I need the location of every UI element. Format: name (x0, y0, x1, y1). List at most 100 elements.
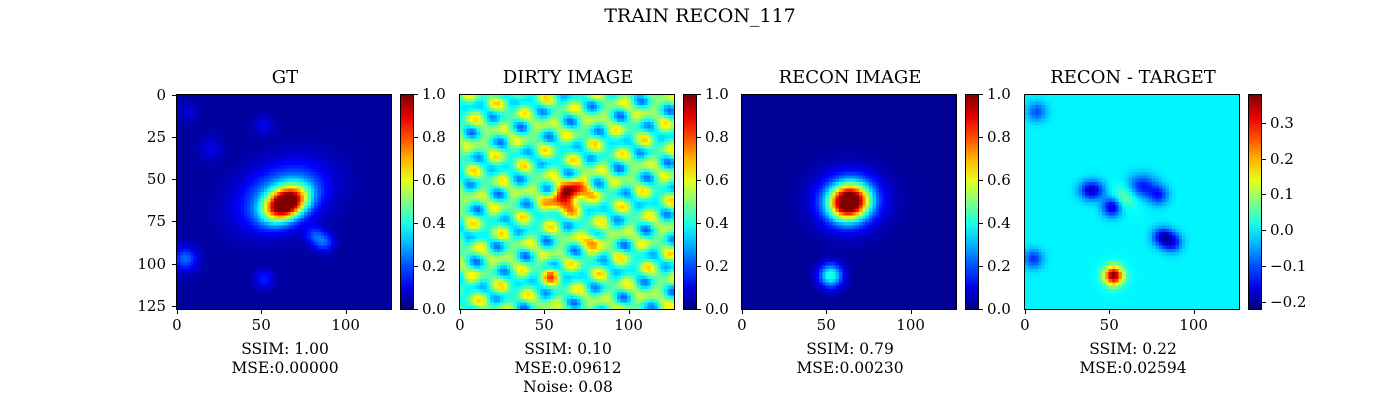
panel-recon-image: RECON IMAGE 0.0 0.2 0.4 0.6 0.8 1.0 0 50 100 SSIM:… (725, 0, 1011, 400)
colorbar (965, 94, 979, 310)
panel-title: GT (271, 67, 299, 88)
x-tick-label: 100 (1179, 316, 1208, 334)
colorbar-tick-mark (979, 94, 983, 95)
colorbar-tick-mark (697, 223, 701, 224)
x-tick-label: 100 (331, 316, 360, 334)
colorbar-ticks: 0.0 0.2 0.4 0.6 0.8 1.0 (414, 85, 474, 318)
colorbar-tick-label: 1.0 (705, 85, 729, 103)
colorbar-tick-label: 0.8 (987, 128, 1011, 146)
x-tick-mark (741, 310, 743, 314)
colorbar (1248, 94, 1262, 310)
panel-gt: GT 0.0 0.2 0.4 0.6 0.8 1.0 0 50 100 0 25 50 75 100 125 S… (137, 0, 446, 400)
colorbar-tick-mark (979, 223, 983, 224)
colorbar-tick-mark (414, 223, 418, 224)
y-tick-mark (172, 179, 176, 181)
colorbar-tick-mark (979, 137, 983, 138)
metric-line: MSE:0.00000 (231, 359, 339, 377)
figure-title: TRAIN RECON_117 (604, 5, 796, 27)
x-tick-mark (910, 310, 912, 314)
metric-line: SSIM: 0.79 (806, 340, 894, 358)
y-tick-label: 125 (137, 296, 166, 315)
y-tick-mark (172, 263, 176, 265)
heatmap-image (1024, 94, 1240, 310)
heatmap-image (459, 94, 675, 310)
x-tick-mark (459, 310, 461, 314)
y-tick-label: 25 (146, 128, 166, 147)
colorbar-tick-mark (979, 180, 983, 181)
colorbar-tick-mark (697, 266, 701, 267)
y-tick-mark (172, 137, 176, 139)
colorbar-tick-mark (1262, 194, 1266, 195)
colorbar-tick-mark (979, 266, 983, 267)
panel-recon-minus-target: RECON - TARGET 0.3 0.2 0.1 0.0 −0.1 −0.2 0 50 100… (1008, 0, 1306, 400)
x-tick-mark (176, 310, 178, 314)
metric-line: SSIM: 0.10 (524, 340, 612, 358)
colorbar-tick-label: 0.6 (422, 171, 446, 189)
colorbar (683, 94, 697, 310)
metric-line: MSE:0.09612 (514, 359, 622, 377)
colorbar-tick-mark (414, 309, 418, 310)
colorbar-tick-label: −0.1 (1270, 257, 1307, 275)
x-axis: 0 50 100 (455, 310, 675, 334)
x-tick-mark (261, 310, 263, 314)
colorbar-tick-label: −0.2 (1270, 293, 1307, 311)
x-tick-label: 100 (614, 316, 643, 334)
colorbar-tick-mark (697, 94, 701, 95)
colorbar-ticks: 0.0 0.2 0.4 0.6 0.8 1.0 (979, 85, 1039, 318)
colorbar-tick-label: 0.2 (987, 257, 1011, 275)
y-tick-mark (172, 305, 176, 307)
x-tick-mark (544, 310, 546, 314)
colorbar-tick-label: 0.1 (1270, 185, 1294, 203)
panel-title: RECON IMAGE (778, 67, 922, 88)
colorbar-tick-mark (697, 180, 701, 181)
metric-line: SSIM: 0.22 (1089, 340, 1177, 358)
x-tick-label: 0 (1020, 316, 1030, 334)
colorbar-tick-mark (1262, 230, 1266, 231)
colorbar-tick-label: 1.0 (987, 85, 1011, 103)
colorbar-ticks: 0.0 0.2 0.4 0.6 0.8 1.0 (697, 85, 757, 318)
x-tick-mark (1109, 310, 1111, 314)
colorbar-tick-label: 1.0 (422, 85, 446, 103)
heatmap-image (741, 94, 957, 310)
y-axis: 0 25 50 75 100 125 (137, 86, 176, 315)
colorbar-tick-label: 0.8 (705, 128, 729, 146)
colorbar-tick-label: 0.4 (422, 214, 446, 232)
y-tick-label: 50 (146, 170, 166, 189)
metric-line: MSE:0.00230 (796, 359, 904, 377)
colorbar-tick-label: 0.2 (705, 257, 729, 275)
x-tick-label: 50 (816, 316, 836, 334)
colorbar-tick-mark (414, 266, 418, 267)
x-tick-mark (345, 310, 347, 314)
x-tick-mark (1193, 310, 1195, 314)
heatmap-image (176, 94, 392, 310)
colorbar-tick-mark (697, 309, 701, 310)
y-tick-mark (172, 94, 176, 96)
colorbar-tick-label: 0.3 (1270, 114, 1294, 132)
metrics-caption: SSIM: 0.79 MSE:0.00230 (725, 340, 975, 378)
colorbar-tick-mark (1262, 159, 1266, 160)
metric-line: MSE:0.02594 (1079, 359, 1187, 377)
x-tick-label: 50 (534, 316, 554, 334)
metric-line: Noise: 0.08 (523, 378, 613, 396)
colorbar-tick-label: 0.0 (987, 300, 1011, 318)
colorbar-tick-label: 0.0 (422, 300, 446, 318)
metrics-caption: SSIM: 0.22 MSE:0.02594 (1008, 340, 1258, 378)
panel-title: DIRTY IMAGE (502, 67, 634, 88)
metrics-caption: SSIM: 0.10 MSE:0.09612 Noise: 0.08 (443, 340, 693, 397)
x-tick-mark (1024, 310, 1026, 314)
colorbar-tick-label: 0.6 (705, 171, 729, 189)
colorbar-tick-label: 0.2 (1270, 150, 1294, 168)
x-tick-label: 0 (455, 316, 465, 334)
colorbar (400, 94, 414, 310)
colorbar-tick-label: 0.0 (1270, 221, 1294, 239)
x-axis: 0 50 100 (737, 310, 957, 334)
x-tick-label: 0 (172, 316, 182, 334)
colorbar-tick-label: 0.2 (422, 257, 446, 275)
panel-dirty-image: DIRTY IMAGE 0.0 0.2 0.4 0.6 0.8 1.0 0 50 100 SSIM:… (443, 0, 729, 400)
colorbar-tick-mark (979, 309, 983, 310)
colorbar-ticks: 0.3 0.2 0.1 0.0 −0.1 −0.2 (1262, 94, 1322, 311)
y-tick-label: 100 (137, 254, 166, 273)
metric-line: SSIM: 1.00 (241, 340, 329, 358)
colorbar-tick-mark (1262, 266, 1266, 267)
x-axis: 0 50 100 (172, 310, 392, 334)
